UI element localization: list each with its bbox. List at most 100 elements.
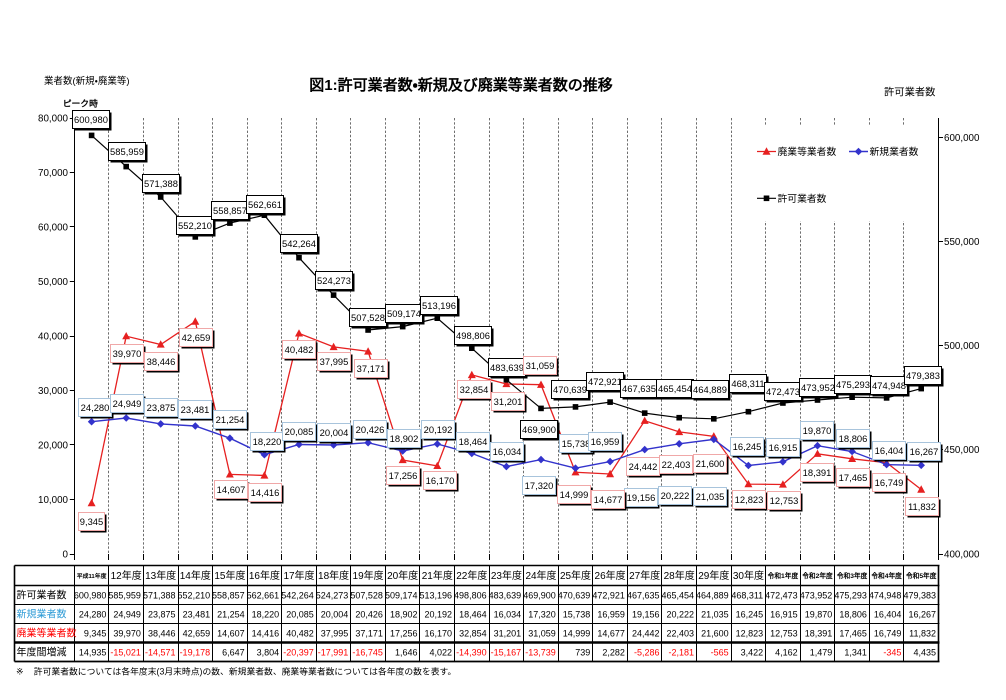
svg-text:19,870: 19,870 — [803, 425, 832, 436]
svg-text:20年度: 20年度 — [387, 569, 418, 582]
svg-text:-20,397: -20,397 — [283, 648, 314, 658]
svg-text:472,921: 472,921 — [592, 591, 625, 601]
svg-text:20,192: 20,192 — [424, 610, 452, 620]
svg-text:571,388: 571,388 — [144, 178, 178, 189]
svg-text:12,753: 12,753 — [770, 629, 798, 639]
svg-text:32,854: 32,854 — [460, 384, 489, 395]
svg-text:9,345: 9,345 — [84, 629, 107, 639]
svg-text:467,635: 467,635 — [622, 383, 656, 394]
svg-text:509,174: 509,174 — [385, 591, 418, 601]
svg-text:4,435: 4,435 — [913, 648, 936, 658]
svg-text:31,059: 31,059 — [528, 629, 556, 639]
svg-text:廃業等業者数: 廃業等業者数 — [778, 145, 837, 158]
svg-text:739: 739 — [575, 648, 590, 658]
svg-text:474,948: 474,948 — [872, 380, 906, 391]
svg-text:600,980: 600,980 — [74, 114, 108, 125]
svg-text:14,607: 14,607 — [217, 629, 245, 639]
svg-text:14,935: 14,935 — [79, 648, 107, 658]
svg-text:16,267: 16,267 — [910, 446, 939, 457]
svg-text:465,454: 465,454 — [658, 383, 692, 394]
svg-text:令和3年度: 令和3年度 — [837, 571, 868, 580]
svg-text:16,915: 16,915 — [770, 610, 798, 620]
svg-text:17,256: 17,256 — [390, 629, 418, 639]
svg-text:-13,739: -13,739 — [525, 648, 556, 658]
svg-text:ピーク時: ピーク時 — [63, 98, 98, 109]
svg-text:472,473: 472,473 — [765, 591, 798, 601]
svg-text:470,639: 470,639 — [558, 591, 591, 601]
svg-text:16,245: 16,245 — [733, 441, 762, 452]
svg-text:11,832: 11,832 — [908, 501, 936, 512]
svg-text:20,004: 20,004 — [320, 427, 349, 438]
svg-text:507,528: 507,528 — [351, 312, 385, 323]
svg-text:80,000: 80,000 — [38, 113, 69, 124]
svg-text:19年度: 19年度 — [353, 569, 384, 582]
svg-text:19,156: 19,156 — [627, 492, 656, 503]
svg-text:513,196: 513,196 — [422, 300, 456, 311]
svg-text:585,959: 585,959 — [108, 591, 141, 601]
svg-text:24,949: 24,949 — [113, 610, 141, 620]
svg-text:14年度: 14年度 — [180, 569, 211, 582]
svg-text:20,004: 20,004 — [321, 610, 349, 620]
svg-text:475,293: 475,293 — [836, 379, 870, 390]
svg-text:29年度: 29年度 — [698, 569, 729, 582]
svg-text:14,416: 14,416 — [252, 629, 280, 639]
svg-text:-15,021: -15,021 — [110, 648, 141, 658]
svg-text:23,875: 23,875 — [148, 610, 176, 620]
svg-text:473,952: 473,952 — [800, 591, 833, 601]
svg-text:23年度: 23年度 — [491, 569, 522, 582]
svg-text:15年度: 15年度 — [214, 569, 245, 582]
svg-text:18,391: 18,391 — [803, 467, 832, 478]
svg-text:464,889: 464,889 — [693, 384, 727, 395]
svg-text:23,481: 23,481 — [183, 610, 211, 620]
svg-text:464,889: 464,889 — [696, 591, 729, 601]
svg-text:18,806: 18,806 — [839, 610, 867, 620]
svg-text:467,635: 467,635 — [627, 591, 660, 601]
svg-text:469,900: 469,900 — [523, 591, 556, 601]
svg-text:20,085: 20,085 — [285, 426, 314, 437]
svg-text:新規業者数: 新規業者数 — [870, 145, 919, 158]
svg-text:廃業等業者数: 廃業等業者数 — [17, 627, 77, 640]
svg-text:許可業者数: 許可業者数 — [17, 589, 67, 602]
svg-text:20,222: 20,222 — [666, 610, 694, 620]
svg-text:15,738: 15,738 — [562, 438, 591, 449]
svg-text:24,280: 24,280 — [81, 402, 110, 413]
svg-text:450,000: 450,000 — [944, 445, 980, 456]
svg-text:11,832: 11,832 — [909, 629, 936, 639]
svg-text:18,220: 18,220 — [253, 436, 282, 447]
svg-text:4,162: 4,162 — [775, 648, 798, 658]
svg-text:26年度: 26年度 — [595, 569, 626, 582]
svg-text:562,661: 562,661 — [248, 199, 282, 210]
svg-text:550,000: 550,000 — [944, 237, 980, 248]
svg-text:21,254: 21,254 — [217, 610, 245, 620]
svg-text:14,677: 14,677 — [594, 494, 623, 505]
svg-text:18,902: 18,902 — [390, 433, 419, 444]
svg-text:509,174: 509,174 — [387, 308, 421, 319]
svg-text:16,404: 16,404 — [875, 445, 904, 456]
svg-text:25年度: 25年度 — [560, 569, 591, 582]
svg-text:許可業者数については各年度末(3月末時点)の数、新規業者数、: 許可業者数については各年度末(3月末時点)の数、新規業者数、廃業等業者数について… — [34, 666, 456, 677]
svg-text:469,900: 469,900 — [522, 424, 556, 435]
svg-text:600,000: 600,000 — [944, 133, 980, 144]
svg-text:27年度: 27年度 — [629, 569, 660, 582]
svg-text:475,293: 475,293 — [834, 591, 867, 601]
svg-text:37,995: 37,995 — [321, 629, 349, 639]
svg-text:24,280: 24,280 — [79, 610, 107, 620]
svg-text:年度間増減: 年度間増減 — [17, 646, 67, 659]
svg-text:20,192: 20,192 — [424, 424, 453, 435]
svg-text:17,256: 17,256 — [389, 470, 418, 481]
svg-text:-345: -345 — [883, 648, 901, 658]
svg-text:20,222: 20,222 — [661, 490, 690, 501]
svg-text:16,404: 16,404 — [874, 610, 902, 620]
svg-text:465,454: 465,454 — [661, 591, 694, 601]
svg-text:28年度: 28年度 — [664, 569, 695, 582]
svg-text:-16,745: -16,745 — [352, 648, 383, 658]
svg-text:許可業者数: 許可業者数 — [778, 192, 827, 205]
svg-text:558,857: 558,857 — [212, 591, 245, 601]
svg-text:18,464: 18,464 — [459, 436, 488, 447]
svg-text:24年度: 24年度 — [525, 569, 556, 582]
svg-text:15,738: 15,738 — [563, 610, 591, 620]
svg-text:21,035: 21,035 — [696, 491, 725, 502]
svg-text:-2,181: -2,181 — [668, 648, 694, 658]
svg-text:9,345: 9,345 — [80, 516, 103, 527]
svg-text:20,085: 20,085 — [286, 610, 314, 620]
